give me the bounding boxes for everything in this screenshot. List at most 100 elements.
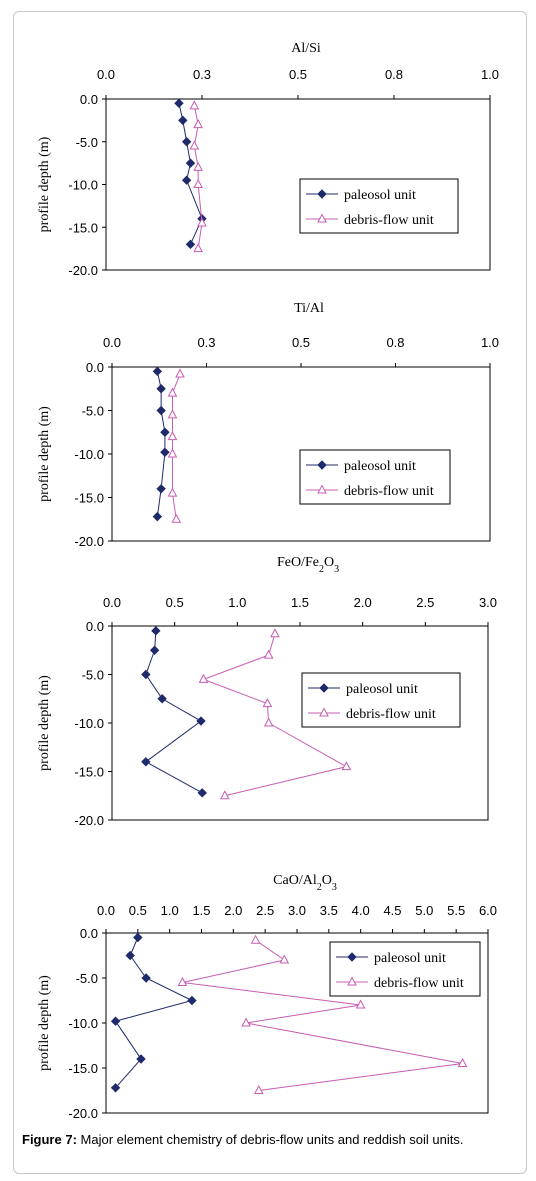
data-point-diamond: [152, 366, 163, 377]
x-tick-label: 1.0: [481, 335, 499, 350]
x-tick-label: 2.0: [224, 903, 242, 918]
data-point-diamond: [181, 175, 192, 185]
y-axis-label: profile depth (m): [37, 406, 52, 502]
data-point-triangle: [457, 1057, 468, 1067]
data-point-diamond: [160, 447, 170, 457]
y-tick-label: -15.0: [68, 1061, 98, 1076]
y-tick-label: -20.0: [68, 1106, 98, 1121]
data-point-triangle: [263, 717, 274, 727]
legend-box: [299, 178, 459, 234]
y-tick-label: -20.0: [74, 813, 104, 828]
x-tick-label: 0.0: [97, 67, 115, 82]
series-line: [144, 630, 203, 794]
y-tick-label: -5.0: [76, 135, 98, 150]
data-point-triangle: [270, 628, 280, 638]
data-point-diamond: [187, 995, 197, 1006]
legend-box: [299, 449, 451, 505]
x-tick-label: 4.5: [383, 903, 401, 918]
y-tick-label: -15.0: [68, 220, 98, 235]
x-tick-label: 0.0: [103, 335, 121, 350]
y-tick-label: -5.0: [82, 404, 104, 419]
data-point-diamond: [156, 405, 166, 416]
data-point-diamond: [149, 645, 160, 655]
data-point-diamond: [178, 115, 188, 126]
y-tick-label: -20.0: [74, 534, 104, 549]
data-point-triangle: [263, 649, 274, 659]
x-tick-label: 1.0: [481, 67, 499, 82]
data-point-triangle: [193, 178, 203, 188]
data-point-diamond: [156, 484, 166, 494]
data-point-triangle: [167, 448, 178, 458]
figure-caption: Figure 7: Major element chemistry of deb…: [22, 1132, 522, 1147]
legend-marker-diamond: [317, 460, 327, 470]
x-tick-label: 4.0: [352, 903, 370, 918]
y-tick-label: -10.0: [68, 178, 98, 193]
x-tick-label: 6.0: [479, 903, 497, 918]
data-point-triangle: [171, 513, 182, 523]
data-point-triangle: [167, 487, 178, 497]
data-point-diamond: [151, 626, 161, 636]
data-point-triangle: [250, 934, 261, 944]
caption-label: Figure 7:: [22, 1132, 77, 1147]
legend-marker-triangle: [347, 976, 357, 986]
x-tick-label: 2.5: [416, 595, 434, 610]
chart-title: Ti/Al: [294, 301, 324, 316]
data-point-triangle: [262, 698, 273, 708]
x-tick-label: 5.0: [415, 903, 433, 918]
legend-marker-diamond: [317, 189, 327, 199]
x-tick-label: 0.5: [166, 595, 184, 610]
data-point-triangle: [341, 761, 352, 771]
y-tick-label: 0.0: [80, 92, 98, 107]
legend-box: [329, 941, 481, 997]
legend-label: debris-flow unit: [344, 213, 434, 228]
x-tick-label: 0.3: [197, 335, 215, 350]
y-tick-label: -10.0: [74, 447, 104, 462]
x-tick-label: 1.5: [291, 595, 309, 610]
y-axis-label: profile depth (m): [37, 675, 52, 771]
legend-marker-triangle: [317, 484, 327, 494]
y-tick-label: -15.0: [74, 765, 104, 780]
data-point-triangle: [193, 161, 203, 171]
data-point-triangle: [197, 217, 207, 227]
data-point-diamond: [160, 427, 170, 437]
x-tick-label: 3.0: [479, 595, 497, 610]
data-point-triangle: [167, 409, 178, 419]
data-point-diamond: [157, 694, 167, 704]
y-axis-label: profile depth (m): [37, 136, 52, 232]
data-point-triangle: [193, 243, 203, 253]
legend-marker-diamond: [319, 683, 329, 693]
x-tick-label: 0.0: [97, 903, 115, 918]
x-tick-label: 1.5: [192, 903, 210, 918]
y-tick-label: -5.0: [76, 971, 98, 986]
data-point-diamond: [125, 950, 135, 961]
legend-label: debris-flow unit: [346, 707, 436, 722]
data-point-diamond: [174, 98, 184, 108]
legend-marker-triangle: [319, 707, 329, 717]
data-point-triangle: [241, 1017, 251, 1027]
data-point-diamond: [185, 158, 196, 168]
legend-label: paleosol unit: [344, 188, 416, 203]
x-tick-label: 0.8: [386, 335, 404, 350]
chart-title: CaO/Al2O3: [273, 873, 337, 893]
data-point-triangle: [193, 119, 203, 129]
data-point-triangle: [175, 368, 185, 378]
data-point-triangle: [177, 976, 188, 986]
y-tick-label: 0.0: [86, 619, 104, 634]
x-tick-label: 0.5: [289, 67, 307, 82]
data-point-triangle: [167, 387, 178, 397]
legend-label: debris-flow unit: [374, 976, 464, 991]
legend-label: paleosol unit: [374, 951, 446, 966]
data-point-triangle: [189, 100, 200, 110]
chart-title: Al/Si: [291, 41, 321, 56]
y-tick-label: 0.0: [80, 926, 98, 941]
data-point-diamond: [141, 973, 151, 983]
x-tick-label: 0.0: [103, 595, 121, 610]
y-tick-label: -20.0: [68, 263, 98, 278]
x-tick-label: 2.0: [354, 595, 372, 610]
legend-label: paleosol unit: [344, 459, 416, 474]
data-point-diamond: [197, 788, 207, 798]
data-point-diamond: [156, 384, 166, 394]
legend-box: [301, 672, 461, 728]
legend-label: debris-flow unit: [344, 484, 434, 499]
x-tick-label: 1.0: [161, 903, 179, 918]
